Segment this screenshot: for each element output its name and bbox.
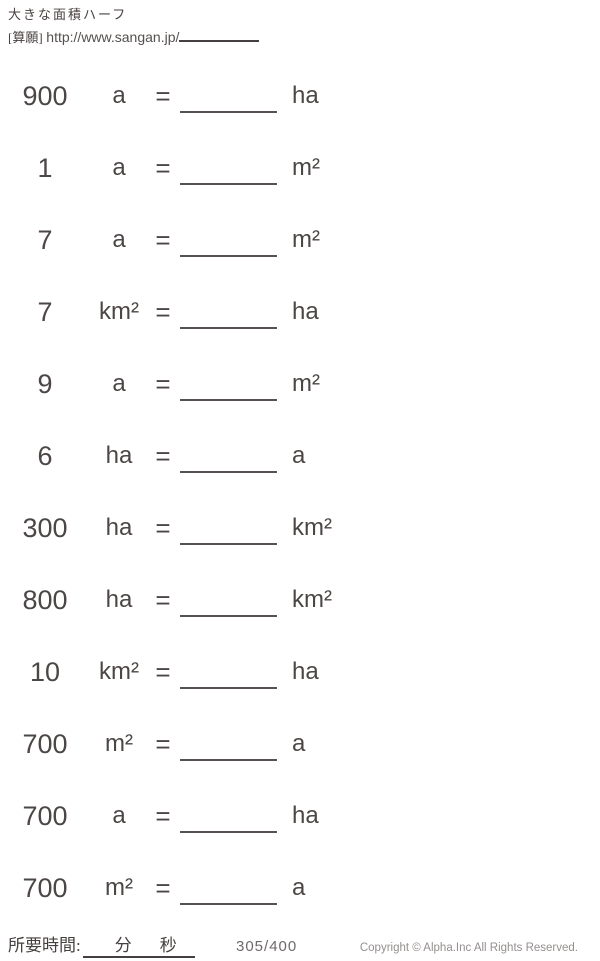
source-label: [算願] <box>8 30 43 45</box>
equals-sign: = <box>155 585 171 615</box>
problem-unit: m² <box>105 730 133 757</box>
answer-blank[interactable] <box>180 276 277 329</box>
problem-unit: ha <box>105 514 133 541</box>
problem-row: 7 a = m² <box>0 204 600 276</box>
answer-blank[interactable] <box>180 708 277 761</box>
problem-value: 700 <box>22 873 68 903</box>
problem-unit: a <box>112 154 126 181</box>
problem-value: 10 <box>29 657 61 687</box>
answer-blank[interactable] <box>180 60 277 113</box>
problem-row: 1 a = m² <box>0 132 600 204</box>
problem-value: 300 <box>22 513 68 543</box>
name-blank-line <box>179 28 260 42</box>
answer-blank[interactable] <box>180 636 277 689</box>
problem-row: 700 m² = a <box>0 852 600 924</box>
answer-unit: ha <box>292 658 319 685</box>
answer-blank[interactable] <box>180 492 277 545</box>
answer-unit: ha <box>292 802 319 829</box>
answer-unit: m² <box>292 226 320 253</box>
problem-unit: ha <box>105 586 133 613</box>
equals-sign: = <box>155 657 171 687</box>
problem-unit: a <box>112 370 126 397</box>
problem-row: 9 a = m² <box>0 348 600 420</box>
equals-sign: = <box>155 729 171 759</box>
equals-sign: = <box>155 801 171 831</box>
source-url: http://www.sangan.jp/ <box>46 29 180 45</box>
problem-unit: a <box>112 802 126 829</box>
answer-blank[interactable] <box>180 204 277 257</box>
problem-row: 7 km² = ha <box>0 276 600 348</box>
problem-value: 700 <box>22 801 68 831</box>
equals-sign: = <box>155 297 171 327</box>
answer-blank[interactable] <box>180 132 277 185</box>
equals-sign: = <box>155 153 171 183</box>
problem-row: 800 ha = km² <box>0 564 600 636</box>
problem-value: 9 <box>37 369 53 399</box>
problem-row: 700 a = ha <box>0 780 600 852</box>
equals-sign: = <box>155 513 171 543</box>
problem-row: 10 km² = ha <box>0 636 600 708</box>
problem-unit: km² <box>99 298 139 325</box>
answer-unit: km² <box>292 586 332 613</box>
problem-unit: ha <box>105 442 133 469</box>
answer-blank[interactable] <box>180 564 277 617</box>
answer-unit: ha <box>292 298 319 325</box>
problem-unit: a <box>112 226 126 253</box>
problem-value: 7 <box>37 225 53 255</box>
problem-unit: km² <box>99 658 139 685</box>
problem-value: 6 <box>37 441 53 471</box>
time-required-label: 所要時間: <box>8 936 81 955</box>
copyright-notice: Copyright © Alpha.Inc All Rights Reserve… <box>359 942 578 954</box>
minutes-label: 分 <box>114 936 132 955</box>
source-line: [算願] http://www.sangan.jp/ <box>8 27 260 46</box>
equals-sign: = <box>155 441 171 471</box>
answer-unit: km² <box>292 514 332 541</box>
page-number: 305/400 <box>236 938 298 955</box>
problem-row: 900 a = ha <box>0 60 600 132</box>
answer-blank[interactable] <box>180 780 277 833</box>
problem-row: 700 m² = a <box>0 708 600 780</box>
worksheet-header: 大きな面積ハーフ [算願] http://www.sangan.jp/ <box>8 4 260 46</box>
problem-value: 1 <box>37 153 53 183</box>
answer-unit: ha <box>292 82 319 109</box>
worksheet-title: 大きな面積ハーフ <box>8 7 128 22</box>
answer-unit: m² <box>292 370 320 397</box>
equals-sign: = <box>155 369 171 399</box>
time-required-row: 所要時間: 分秒 <box>8 931 195 958</box>
problem-row: 300 ha = km² <box>0 492 600 564</box>
answer-unit: a <box>292 874 306 901</box>
problem-row: 6 ha = a <box>0 420 600 492</box>
problem-value: 700 <box>22 729 68 759</box>
answer-blank[interactable] <box>180 348 277 401</box>
answer-unit: a <box>292 730 306 757</box>
problem-value: 900 <box>22 81 68 111</box>
problems-list: 900 a = ha 1 a = m² 7 a = m² 7 km² = ha <box>0 60 600 924</box>
equals-sign: = <box>155 81 171 111</box>
answer-blank[interactable] <box>180 420 277 473</box>
answer-blank[interactable] <box>180 852 277 905</box>
problem-unit: m² <box>105 874 133 901</box>
problem-unit: a <box>112 82 126 109</box>
equals-sign: = <box>155 225 171 255</box>
answer-unit: a <box>292 442 306 469</box>
problem-value: 7 <box>37 297 53 327</box>
equals-sign: = <box>155 873 171 903</box>
seconds-label: 秒 <box>159 936 177 955</box>
answer-unit: m² <box>292 154 320 181</box>
problem-value: 800 <box>22 585 68 615</box>
time-blank-line[interactable]: 分秒 <box>82 931 195 958</box>
